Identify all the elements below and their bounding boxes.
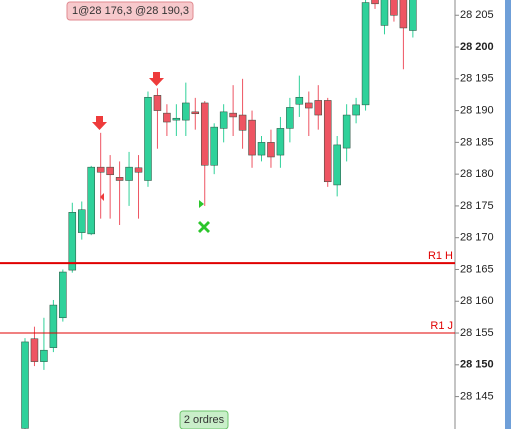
candle-body bbox=[257, 142, 266, 156]
candle-body bbox=[390, 0, 398, 16]
sell-arrow bbox=[92, 116, 107, 130]
candle-body bbox=[68, 212, 77, 271]
candle-body bbox=[106, 166, 114, 176]
y-tick-label: 28 145 bbox=[460, 390, 494, 402]
candle-body bbox=[229, 112, 237, 118]
candle-body bbox=[286, 107, 294, 129]
candle-body bbox=[295, 96, 304, 105]
candle-body bbox=[361, 2, 370, 106]
candle-body bbox=[78, 209, 86, 233]
y-tick-label: 28 190 bbox=[460, 104, 494, 116]
candle-body bbox=[59, 271, 67, 319]
y-tick-label: 28 195 bbox=[460, 73, 494, 85]
y-tick-label: 28 165 bbox=[460, 263, 494, 275]
marker bbox=[199, 200, 204, 208]
candle-body bbox=[144, 96, 152, 181]
candle-body bbox=[342, 114, 351, 149]
sell-arrow bbox=[149, 72, 164, 86]
candle-body bbox=[399, 0, 408, 29]
y-tick-label: 28 205 bbox=[460, 9, 494, 21]
level-label: R1 H bbox=[428, 250, 453, 262]
candle-body bbox=[96, 166, 105, 173]
orders-box[interactable] bbox=[179, 410, 229, 429]
candle-body bbox=[276, 128, 285, 156]
y-tick-label: 28 185 bbox=[460, 136, 494, 148]
y-tick-label: 28 180 bbox=[460, 168, 494, 180]
candle-body bbox=[314, 100, 323, 116]
marker bbox=[100, 193, 104, 201]
candle-body bbox=[115, 177, 124, 181]
candle-body bbox=[172, 117, 181, 121]
y-tick-label: 28 155 bbox=[460, 327, 494, 339]
buy-cross bbox=[198, 221, 210, 233]
candle-body bbox=[409, 0, 417, 31]
candle-body bbox=[219, 111, 228, 129]
candle-body bbox=[371, 0, 379, 5]
candle-body bbox=[352, 104, 360, 116]
candle-body bbox=[40, 349, 48, 362]
candle-body bbox=[200, 102, 209, 166]
candle-body bbox=[21, 341, 29, 429]
candle-body bbox=[333, 144, 341, 186]
candle-body bbox=[30, 338, 39, 362]
candle-body bbox=[153, 95, 162, 111]
candle-body bbox=[248, 119, 256, 156]
candle-body bbox=[267, 142, 275, 158]
candle-body bbox=[305, 102, 313, 109]
frame-edge bbox=[505, 0, 511, 429]
candle-body bbox=[191, 111, 200, 115]
y-tick-label: 28 170 bbox=[460, 232, 494, 244]
candle-body bbox=[210, 126, 218, 166]
candle-body bbox=[323, 100, 332, 183]
annotation: @28 190,3 bbox=[135, 5, 189, 17]
candle-body bbox=[49, 304, 58, 348]
y-tick-label: 28 160 bbox=[460, 295, 494, 307]
candle-body bbox=[380, 0, 389, 26]
candle-body bbox=[134, 167, 143, 173]
orders-label[interactable]: 2 ordres bbox=[184, 414, 225, 426]
candle-body bbox=[163, 112, 171, 123]
candle-body bbox=[238, 114, 247, 131]
annotation: 1@28 176,3 bbox=[72, 5, 132, 17]
y-tick-label: 28 175 bbox=[460, 200, 494, 212]
annotation-box bbox=[66, 1, 194, 21]
candle-body bbox=[182, 102, 190, 121]
y-tick-label: 28 200 bbox=[460, 41, 494, 53]
candle-body bbox=[87, 166, 95, 235]
y-tick-label: 28 150 bbox=[460, 359, 494, 371]
level-label: R1 J bbox=[430, 320, 453, 332]
plot-area bbox=[21, 0, 417, 429]
candle-body bbox=[125, 166, 133, 181]
